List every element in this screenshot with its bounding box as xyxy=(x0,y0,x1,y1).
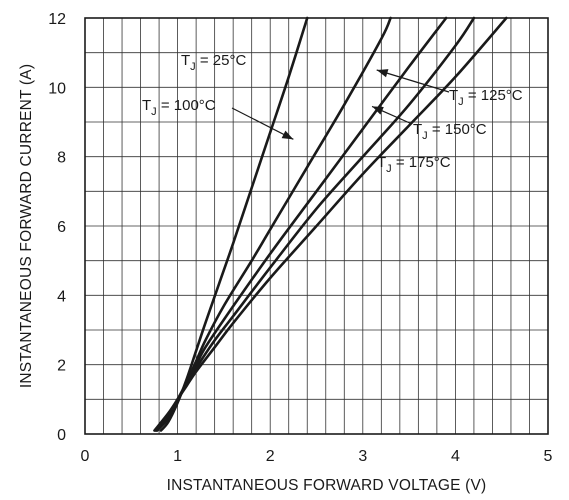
x-tick-label: 0 xyxy=(81,448,90,465)
curve-label-text: TJ = 100°C xyxy=(142,97,216,118)
y-tick-label: 8 xyxy=(57,150,66,167)
callout-arrow-line xyxy=(376,69,450,93)
x-tick-label: 5 xyxy=(544,448,553,465)
series-line-5 xyxy=(153,16,508,432)
y-tick-label: 6 xyxy=(57,219,66,236)
series-line-4 xyxy=(154,16,476,432)
curve-label-5: TJ = 175°C xyxy=(377,154,451,175)
callout-arrowhead xyxy=(376,69,389,78)
curve-label-text: TJ = 175°C xyxy=(377,154,451,175)
series-line-1 xyxy=(159,16,309,432)
y-tick-label: 12 xyxy=(48,11,66,28)
annotations: TJ = 25°C TJ = 100°C TJ = 125°C TJ = 150°C T… xyxy=(142,52,523,175)
y-tick-label: 10 xyxy=(48,80,66,97)
x-tick-label: 2 xyxy=(266,448,275,465)
curve-label-3: TJ = 125°C xyxy=(376,69,523,108)
x-tick-label: 3 xyxy=(358,448,367,465)
callout-arrowhead xyxy=(281,130,294,140)
curve-label-text: TJ = 25°C xyxy=(181,52,246,73)
curve-label-text: TJ = 125°C xyxy=(449,87,523,108)
grid xyxy=(85,18,548,434)
curves xyxy=(153,16,508,432)
y-axis-title: INSTANTANEOUS FORWARD CURRENT (A) xyxy=(18,64,35,388)
x-tick-label: 1 xyxy=(173,448,182,465)
y-tick-label: 0 xyxy=(57,427,66,444)
curve-label-2: TJ = 100°C xyxy=(142,97,294,140)
curve-label-text: TJ = 150°C xyxy=(413,121,487,142)
callout-arrowhead xyxy=(372,106,384,115)
y-tick-label: 4 xyxy=(57,288,66,305)
x-axis-title: INSTANTANEOUS FORWARD VOLTAGE (V) xyxy=(167,477,487,494)
callout-arrow-line xyxy=(231,107,294,140)
curve-label-4: TJ = 150°C xyxy=(371,105,487,142)
plot-frame xyxy=(84,17,549,435)
series-line-2 xyxy=(155,16,392,432)
curve-label-1: TJ = 25°C xyxy=(181,52,246,73)
y-tick-label: 2 xyxy=(57,358,66,375)
x-tick-label: 4 xyxy=(451,448,460,465)
